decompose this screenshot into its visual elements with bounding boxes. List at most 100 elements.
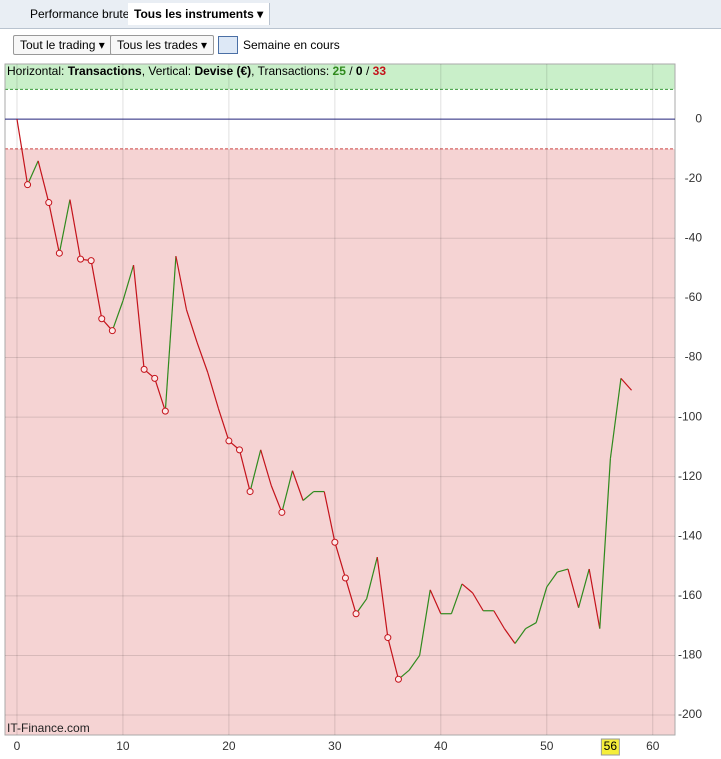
trade-marker [235,446,243,454]
line-segment [408,655,421,671]
line-segment [450,583,463,614]
t: 25 [332,64,346,78]
y-tick-label: 0 [695,111,702,125]
y-tick-label: -100 [678,409,702,423]
line-segment [546,571,558,588]
x-tick-label: 30 [328,739,342,753]
trade-marker [77,255,85,263]
line-segment [493,610,505,629]
x-tick-label: 10 [116,739,130,753]
y-tick-label: -140 [678,528,702,542]
y-tick-label: -40 [685,230,703,244]
cursor-box [600,738,620,756]
line-segment [503,628,516,644]
line-segment [472,592,484,612]
x-tick-label: 60 [646,739,660,753]
line-segment [577,568,590,608]
line-segment [132,265,145,370]
line-segment [429,589,442,614]
tab-label: Tous les instruments [134,7,254,21]
t: 0 [355,64,363,78]
period-label: Semaine en cours [243,38,340,52]
line-segment [69,199,82,260]
watermark: IT-Finance.com [7,721,90,735]
line-segment [419,589,431,656]
line-segment [238,449,251,492]
tab[interactable]: Tous les instruments ▾ [128,3,271,25]
trade-marker [140,365,148,373]
line-segment [90,260,103,319]
calendar-icon[interactable] [218,36,238,54]
trade-marker [98,315,106,323]
line-segment [525,622,537,630]
line-segment [302,491,315,501]
trade-marker [108,327,116,335]
t: 33 [372,64,386,78]
dropdown[interactable]: Tous les trades ▾ [110,35,215,55]
line-segment [323,491,336,543]
y-tick-label: -180 [678,648,702,662]
line-segment [291,470,304,501]
trade-marker [278,508,286,516]
line-segment [620,377,633,391]
line-segment [260,449,272,486]
line-segment [535,586,548,623]
line-segment [609,378,622,459]
line-segment [122,264,135,302]
label: Tous les trades [117,38,198,52]
label: Tout le trading [20,38,96,52]
line-segment [588,568,601,629]
line-segment [175,256,188,310]
line-segment [207,372,219,409]
line-segment [249,449,262,492]
trade-marker [24,181,32,189]
t: / [349,64,353,78]
trade-marker [331,538,339,546]
line-segment [344,577,357,614]
trade-marker [151,374,159,382]
line-segment [567,568,580,608]
y-tick-label: -20 [685,171,703,185]
trade-marker [55,249,63,257]
line-segment [514,628,527,644]
y-tick-label: -120 [678,469,702,483]
line-segment [58,199,71,254]
trade-marker [246,488,254,496]
dropdown[interactable]: Tout le trading ▾ [13,35,112,55]
line-segment [154,378,166,412]
line-segment [164,256,177,412]
trade-marker [352,610,360,618]
line-segment [334,542,347,579]
x-tick-label: 40 [434,739,448,753]
trade-marker [225,437,233,445]
y-tick-label: -160 [678,588,702,602]
t: Transactions [67,64,142,78]
t: , Vertical: [141,64,192,78]
t: Horizontal: [7,64,65,78]
line-segment [196,342,209,373]
y-tick-label: -80 [685,350,703,364]
trade-marker [341,574,349,582]
line-segment [185,309,198,343]
upper-zone [5,64,675,90]
line-segment [111,300,124,331]
t: Devise (€) [194,64,252,78]
line-segment [366,556,378,599]
line-segment [599,458,611,629]
cursor-label: 56 [604,739,618,753]
trade-marker [394,675,402,683]
line-segment [16,119,29,185]
y-tick-label: -60 [685,290,703,304]
header-info: Horizontal: Transactions, Vertical: Devi… [7,65,386,77]
x-tick-label: 0 [14,739,21,753]
x-tick-label: 20 [222,739,236,753]
x-tick-label: 50 [540,739,554,753]
t: , Transactions: [251,64,330,78]
t: / [365,64,370,78]
line-segment [376,557,389,638]
line-segment [281,470,294,513]
lower-zone [5,148,675,735]
line-segment [217,407,230,442]
